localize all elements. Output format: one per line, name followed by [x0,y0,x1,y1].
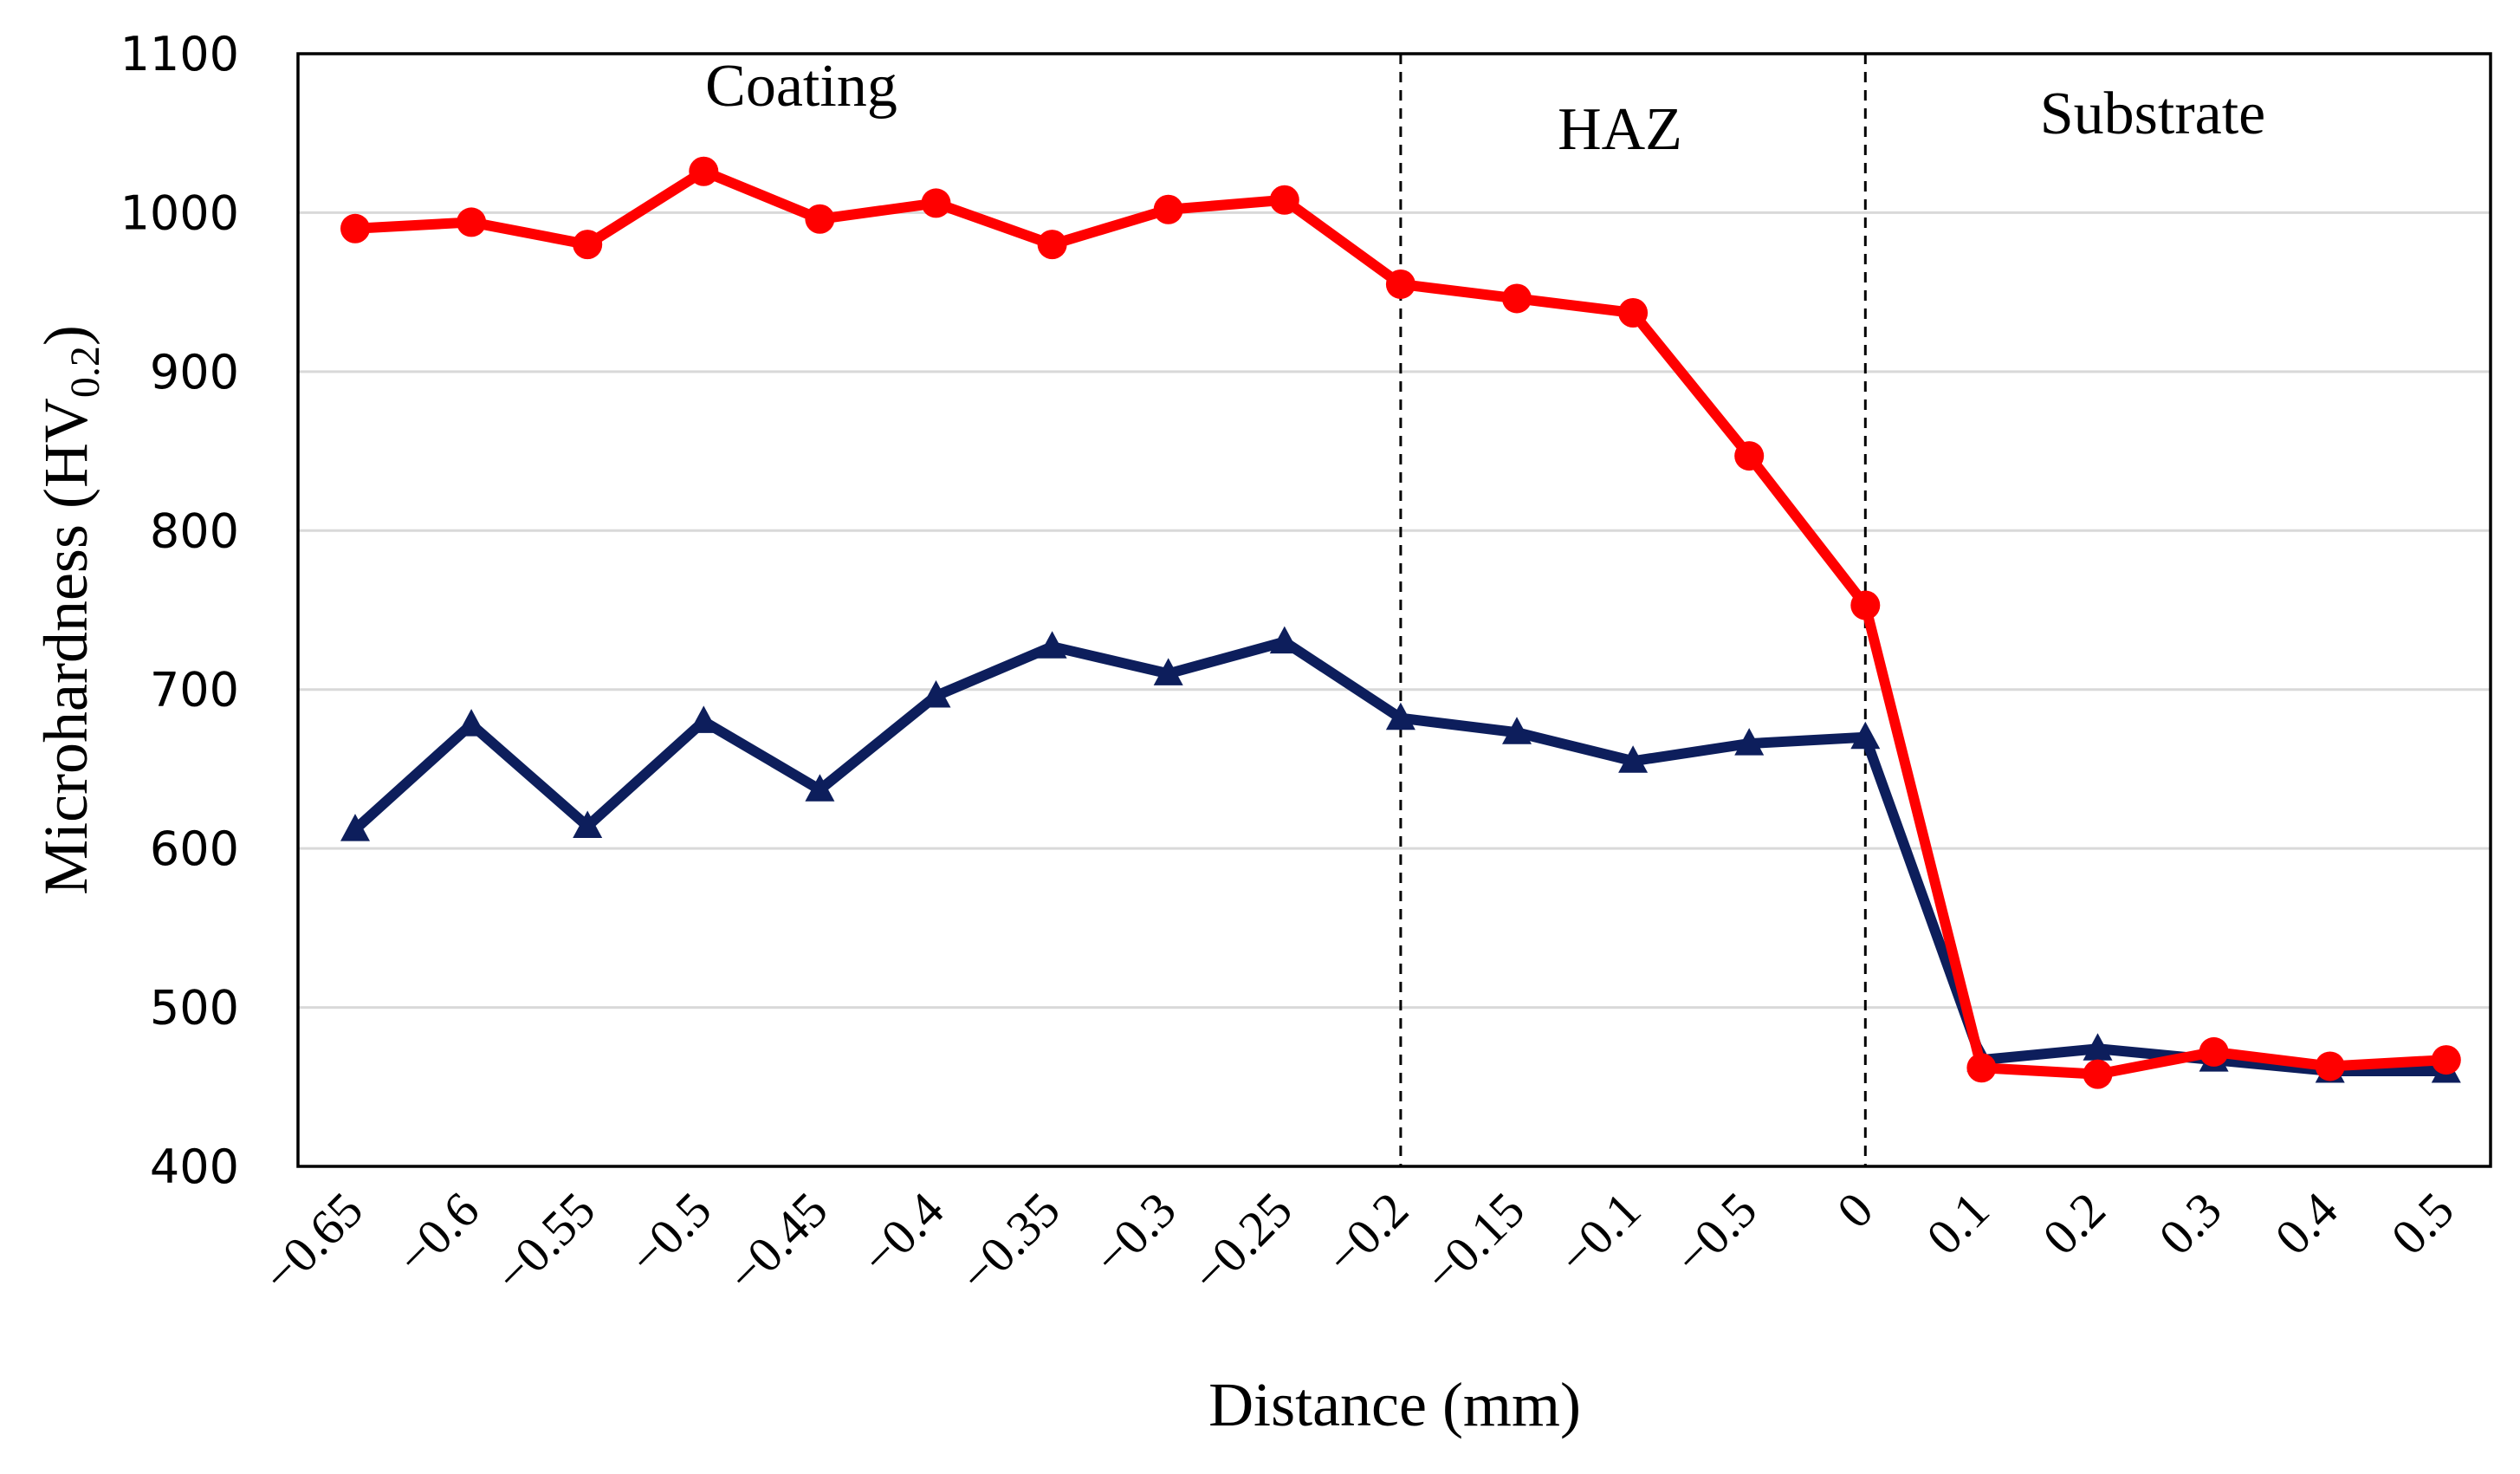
data-point [2315,1051,2345,1081]
x-tick-label: 0.1 [1915,1181,1999,1265]
region-label-substrate: Substrate [2040,81,2266,147]
data-point [1385,269,1415,299]
x-tick-label: −0.4 [850,1181,954,1285]
data-point [573,810,603,838]
data-point [921,680,951,708]
y-tick-label: 600 [150,821,239,876]
data-point [1618,745,1649,773]
data-point [1966,1053,1997,1083]
data-point [1850,721,1881,750]
data-point [1502,717,1532,744]
region-dividers [1399,54,1867,1166]
data-series [340,156,2461,1089]
data-point [1269,626,1299,654]
region-labels: Coating HAZ Substrate [705,53,2265,163]
data-point [805,774,835,802]
plot-area-frame [296,52,2492,1168]
data-point [1734,441,1765,471]
region-label-coating: Coating [705,53,897,120]
data-point [1734,728,1765,756]
data-point [340,814,370,841]
x-tick-label: −0.35 [949,1181,1071,1303]
y-tick-label: 500 [150,981,239,1036]
data-point [805,204,835,234]
x-tick-label: 0.4 [2264,1181,2348,1265]
series-red [340,156,2461,1089]
data-point [1502,283,1532,314]
data-point [340,213,370,244]
x-tick-label: −0.3 [1083,1181,1187,1285]
y-tick-label: 800 [150,503,239,558]
x-tick-label: −0.55 [484,1181,606,1303]
series-navy [340,626,2461,1083]
data-point [689,156,719,186]
x-axis-tick-labels: −0.65 −0.6−0.55 −0.5−0.45 −0.4−0.35 −0.3−0.2… [251,1181,2465,1303]
x-tick-label: −0.15 [1413,1181,1535,1303]
y-axis-tick-labels: 400 500 600 700 800 900 1000 1100 [120,27,239,1194]
data-point [1153,194,1183,224]
x-tick-label: −0.45 [716,1181,839,1303]
data-point [1850,590,1881,620]
data-point [1385,702,1415,731]
x-tick-label: −0.5 [618,1181,722,1285]
data-point [1618,297,1649,328]
x-tick-label: −0.1 [1547,1181,1651,1285]
data-point [921,188,951,218]
x-tick-label: −0.6 [385,1181,489,1285]
x-tick-label: 0.2 [2031,1181,2115,1265]
data-point [457,709,487,737]
y-tick-label: 700 [150,663,239,718]
x-tick-label: −0.5 [1663,1181,1767,1285]
gridlines [298,211,2491,1010]
y-tick-label: 900 [150,345,239,399]
data-point [2199,1036,2229,1067]
y-axis-title-main: Microhardness (HV [31,398,100,895]
data-point [2083,1033,2113,1061]
data-point [457,207,487,237]
data-point [1269,185,1299,215]
y-tick-label: 1000 [120,185,239,240]
data-point [1037,631,1067,659]
y-axis-title: Microhardness (HV0.2) [31,325,108,895]
x-tick-label: 0.3 [2148,1181,2232,1265]
x-tick-label: −0.2 [1315,1181,1419,1285]
y-axis-title-subscript: 0.2 [62,346,108,398]
y-tick-label: 400 [150,1140,239,1194]
data-point [2083,1059,2113,1089]
data-point [1037,230,1067,260]
region-label-haz: HAZ [1558,96,1682,163]
y-axis-title-close: ) [31,325,100,346]
data-point [689,705,719,733]
x-tick-label: −0.65 [251,1181,373,1303]
data-point [1153,658,1183,685]
data-point [2431,1045,2461,1075]
x-tick-label: −0.25 [1181,1181,1303,1303]
data-point [573,230,603,260]
x-axis-title: Distance (mm) [1208,1370,1581,1439]
x-tick-label: 0 [1826,1181,1883,1238]
x-tick-label: 0.5 [2381,1181,2465,1265]
y-tick-label: 1100 [120,27,239,81]
